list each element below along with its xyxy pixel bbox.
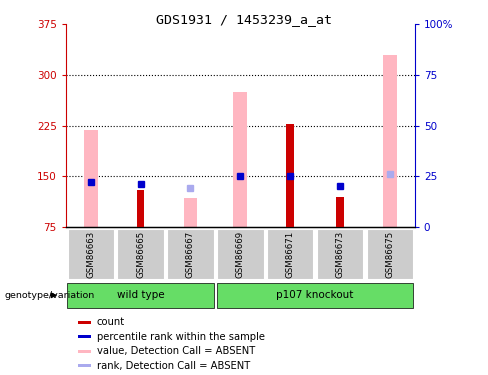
Bar [217, 229, 264, 279]
Bar [78, 350, 91, 353]
Bar [383, 55, 397, 227]
Bar [267, 229, 313, 279]
Text: GSM86675: GSM86675 [386, 230, 394, 278]
Text: GDS1931 / 1453239_a_at: GDS1931 / 1453239_a_at [156, 13, 332, 26]
Bar [84, 130, 98, 227]
Text: GSM86665: GSM86665 [136, 230, 145, 278]
Text: GSM86667: GSM86667 [186, 230, 195, 278]
Text: rank, Detection Call = ABSENT: rank, Detection Call = ABSENT [97, 361, 250, 371]
Bar [167, 229, 214, 279]
Text: p107 knockout: p107 knockout [276, 290, 354, 300]
Text: percentile rank within the sample: percentile rank within the sample [97, 332, 264, 342]
Text: count: count [97, 317, 125, 327]
Text: genotype/variation: genotype/variation [5, 291, 95, 300]
Bar [78, 321, 91, 324]
Text: GSM86671: GSM86671 [285, 230, 295, 278]
Text: value, Detection Call = ABSENT: value, Detection Call = ABSENT [97, 346, 255, 356]
Bar [78, 364, 91, 368]
Text: GSM86669: GSM86669 [236, 231, 245, 278]
Bar [118, 229, 164, 279]
Bar [68, 229, 114, 279]
Text: GSM86663: GSM86663 [86, 230, 95, 278]
Bar [366, 229, 413, 279]
Bar [78, 335, 91, 338]
Bar [286, 124, 294, 227]
Bar [217, 283, 413, 308]
Bar [233, 92, 247, 227]
Bar [137, 190, 144, 227]
Bar [336, 196, 344, 227]
Text: wild type: wild type [117, 290, 164, 300]
Bar [317, 229, 363, 279]
Text: GSM86673: GSM86673 [336, 230, 345, 278]
Bar [67, 283, 214, 308]
Bar [183, 198, 198, 227]
